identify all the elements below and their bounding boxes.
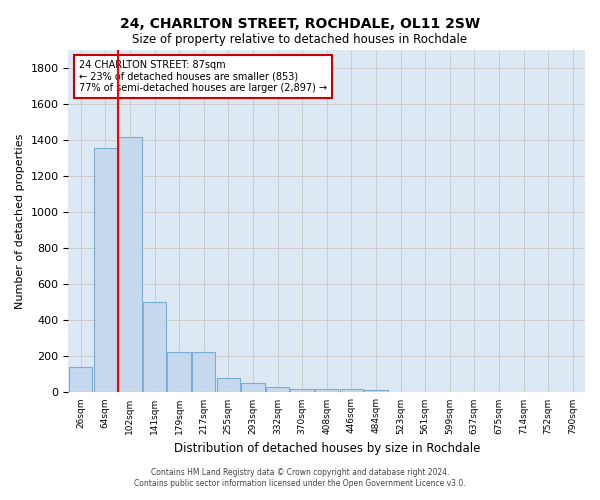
Text: 24 CHARLTON STREET: 87sqm
← 23% of detached houses are smaller (853)
77% of semi: 24 CHARLTON STREET: 87sqm ← 23% of detac… — [79, 60, 327, 94]
Bar — [192, 352, 215, 393]
Text: Size of property relative to detached houses in Rochdale: Size of property relative to detached ho… — [133, 32, 467, 46]
Bar — [340, 389, 363, 392]
Bar — [217, 378, 240, 392]
Bar — [241, 384, 265, 392]
X-axis label: Distribution of detached houses by size in Rochdale: Distribution of detached houses by size … — [173, 442, 480, 455]
Bar — [118, 138, 142, 392]
Bar — [167, 352, 191, 393]
Bar — [69, 367, 92, 392]
Bar — [143, 302, 166, 392]
Bar — [266, 388, 289, 392]
Bar — [315, 389, 338, 392]
Text: 24, CHARLTON STREET, ROCHDALE, OL11 2SW: 24, CHARLTON STREET, ROCHDALE, OL11 2SW — [120, 18, 480, 32]
Text: Contains HM Land Registry data © Crown copyright and database right 2024.
Contai: Contains HM Land Registry data © Crown c… — [134, 468, 466, 487]
Y-axis label: Number of detached properties: Number of detached properties — [15, 134, 25, 309]
Bar — [94, 148, 117, 392]
Bar — [364, 390, 388, 392]
Bar — [290, 389, 314, 392]
